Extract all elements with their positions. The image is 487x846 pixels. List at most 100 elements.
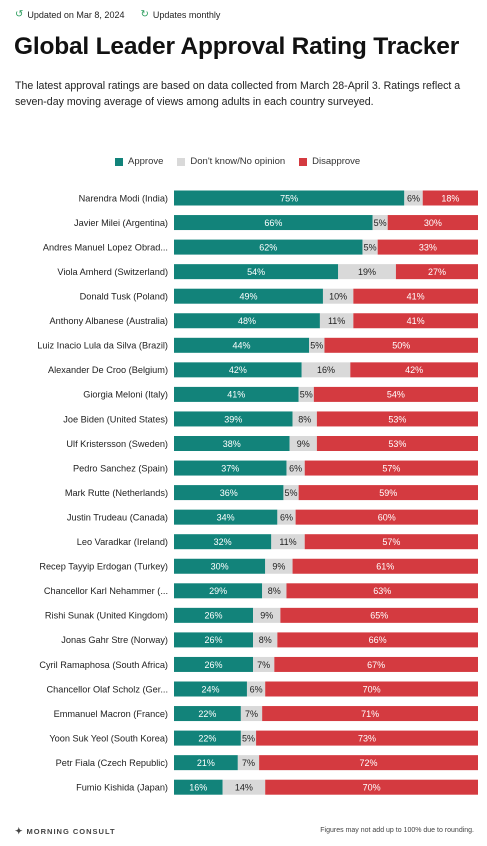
data-label-approve: 66% <box>264 218 282 228</box>
footnote: Figures may not add up to 100% due to ro… <box>320 827 474 834</box>
bar-approve <box>174 730 241 746</box>
leader-label: Leo Varadkar (Ireland) <box>77 537 168 547</box>
data-label-dont-know: 10% <box>329 292 347 302</box>
bar-dont-know <box>372 215 388 231</box>
bar-disapprove <box>395 264 478 280</box>
bar-approve <box>174 190 405 206</box>
leader-label: Cyril Ramaphosa (South Africa) <box>39 660 168 670</box>
data-label-dont-know: 7% <box>242 758 255 768</box>
data-label-approve: 48% <box>238 316 256 326</box>
data-label-disapprove: 67% <box>367 660 385 670</box>
bar-approve <box>174 779 223 795</box>
legend-dont-know-label: Don't know/No opinion <box>190 156 286 167</box>
bar-approve <box>174 386 299 402</box>
bar-approve <box>174 632 254 648</box>
bar-disapprove <box>286 583 478 599</box>
legend-approve-swatch <box>115 157 123 166</box>
page-title: Global Leader Approval Rating Tracker <box>14 33 460 60</box>
bar-approve <box>174 681 247 697</box>
data-label-dont-know: 8% <box>268 586 281 596</box>
legend-dont-know-swatch <box>177 157 186 166</box>
bar-approve <box>174 607 254 623</box>
bar-dont-know <box>283 485 299 501</box>
data-label-approve: 21% <box>197 758 215 768</box>
bar-dont-know <box>262 583 287 599</box>
leader-label: Chancellor Olaf Scholz (Ger... <box>46 684 168 694</box>
bar-disapprove <box>256 730 478 746</box>
chart-legend: Approve Don't know/No opinion Disapprove <box>115 156 374 167</box>
bar-disapprove <box>387 215 478 231</box>
leader-label: Yoon Suk Yeol (South Korea) <box>49 733 168 743</box>
leader-label: Fumio Kishida (Japan) <box>76 783 168 793</box>
leader-label: Joe Biden (United States) <box>63 414 168 424</box>
data-label-dont-know: 5% <box>300 390 313 400</box>
bar-disapprove <box>304 534 478 550</box>
data-label-approve: 32% <box>214 537 232 547</box>
bar-disapprove <box>353 313 478 329</box>
legend-dont-know: Don't know/No opinion <box>177 156 285 167</box>
bar-dont-know <box>237 755 260 771</box>
leader-label: Recep Tayyip Erdogan (Turkey) <box>39 562 168 572</box>
bar-dont-know <box>265 558 293 574</box>
data-label-dont-know: 6% <box>280 512 293 522</box>
data-label-disapprove: 54% <box>387 390 405 400</box>
data-label-disapprove: 33% <box>419 242 437 252</box>
updated-item: ↺ Updated on Mar 8, 2024 <box>15 9 124 20</box>
data-label-dont-know: 6% <box>250 684 263 694</box>
data-label-approve: 36% <box>220 488 238 498</box>
refresh-icon: ↻ <box>140 9 149 20</box>
bar-disapprove <box>265 681 478 697</box>
data-label-approve: 62% <box>259 242 277 252</box>
bar-dont-know <box>277 509 296 525</box>
data-label-dont-know: 8% <box>259 635 272 645</box>
data-label-disapprove: 41% <box>407 316 425 326</box>
data-label-approve: 49% <box>239 292 257 302</box>
bar-dont-know <box>271 534 305 550</box>
page-subtitle: The latest approval ratings are based on… <box>15 80 461 108</box>
bar-disapprove <box>259 755 478 771</box>
bar-disapprove <box>304 460 478 476</box>
leader-label: Emmanuel Macron (France) <box>54 709 168 719</box>
data-label-dont-know: 7% <box>245 709 258 719</box>
data-label-disapprove: 63% <box>373 586 391 596</box>
legend-approve-label: Approve <box>128 156 164 167</box>
leader-label: Giorgia Meloni (Italy) <box>83 390 168 400</box>
leader-label: Donald Tusk (Poland) <box>80 292 168 302</box>
bar-dont-know <box>298 386 314 402</box>
data-label-disapprove: 60% <box>378 512 396 522</box>
bar-approve <box>174 656 254 672</box>
leader-label: Javier Milei (Argentina) <box>74 218 168 228</box>
leader-label: Petr Fiala (Czech Republic) <box>56 758 168 768</box>
bar-dont-know <box>240 706 263 722</box>
update-frequency: Updates monthly <box>152 9 221 20</box>
data-label-disapprove: 57% <box>382 537 400 547</box>
bar-disapprove <box>353 288 478 304</box>
bar-dont-know <box>309 337 325 353</box>
data-label-approve: 22% <box>198 709 216 719</box>
bar-disapprove <box>274 656 478 672</box>
bar-dont-know <box>253 607 281 623</box>
data-label-dont-know: 5% <box>374 218 387 228</box>
logo-text: MORNING CONSULT <box>26 827 116 836</box>
bar-dont-know <box>322 288 354 304</box>
data-label-approve: 42% <box>229 365 247 375</box>
data-label-approve: 75% <box>280 193 298 203</box>
data-label-dont-know: 6% <box>407 193 420 203</box>
data-label-dont-know: 8% <box>298 414 311 424</box>
leader-label: Ulf Kristersson (Sweden) <box>66 439 168 449</box>
legend-disapprove-label: Disapprove <box>312 156 361 167</box>
data-label-disapprove: 66% <box>369 635 387 645</box>
bar-approve <box>174 509 278 525</box>
data-label-dont-know: 9% <box>272 562 285 572</box>
legend-disapprove: Disapprove <box>299 156 360 167</box>
data-label-approve: 30% <box>211 562 229 572</box>
data-label-disapprove: 73% <box>358 733 376 743</box>
data-label-approve: 26% <box>205 611 223 621</box>
legend-approve: Approve <box>115 156 163 167</box>
data-label-approve: 38% <box>223 439 241 449</box>
bar-approve <box>174 534 272 550</box>
data-label-approve: 26% <box>205 635 223 645</box>
bar-approve <box>174 583 263 599</box>
leader-label: Pedro Sanchez (Spain) <box>73 463 168 473</box>
bar-disapprove <box>292 558 478 574</box>
